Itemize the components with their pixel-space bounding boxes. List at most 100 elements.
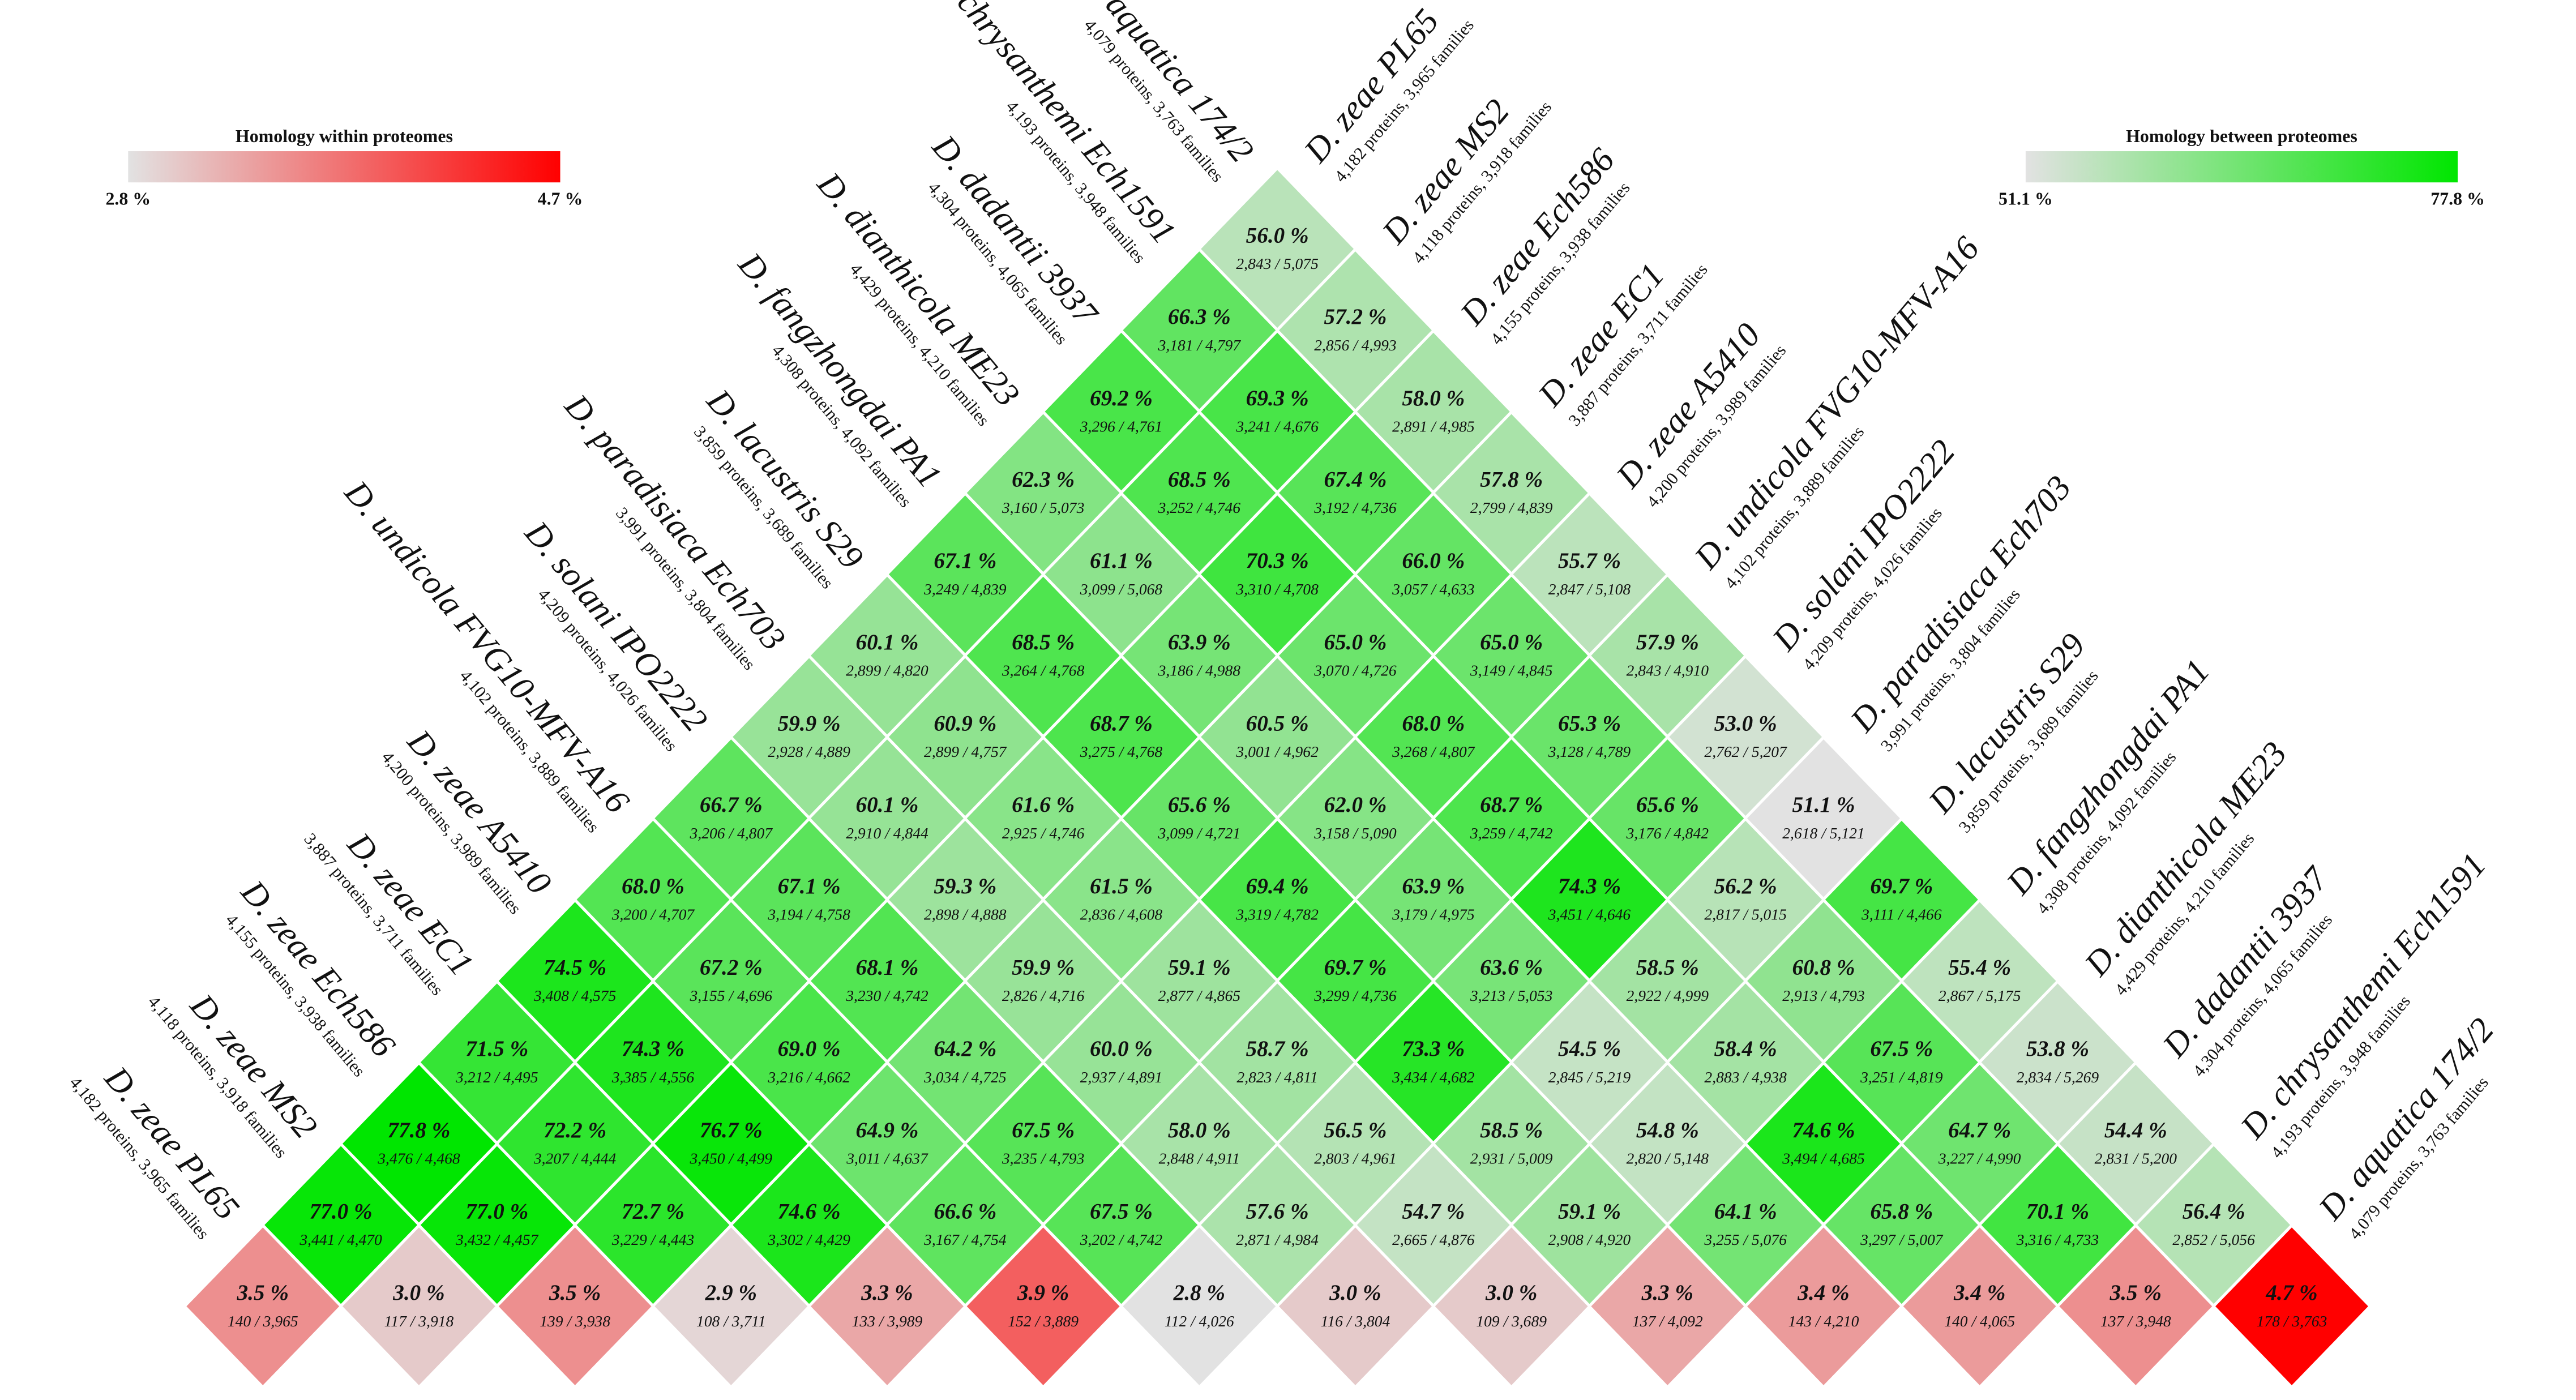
cell-count-label: 2,913 / 4,793 xyxy=(1782,987,1864,1004)
cell-value-label: 54.7 % xyxy=(1402,1200,1465,1224)
cell-count-label: 3,216 / 4,662 xyxy=(767,1068,850,1086)
cell-value-label: 60.5 % xyxy=(1246,711,1309,735)
heatmap-cell xyxy=(1591,739,1744,897)
cell-count-label: 3,099 / 5,068 xyxy=(1080,580,1163,598)
cell-count-label: 2,937 / 4,891 xyxy=(1080,1068,1162,1086)
cell-count-label: 117 / 3,918 xyxy=(384,1312,454,1330)
legend-gradient xyxy=(128,151,560,183)
cell-value-label: 3.9 % xyxy=(1017,1281,1069,1305)
cell-value-label: 60.1 % xyxy=(856,630,919,654)
cell-count-label: 3,149 / 4,845 xyxy=(1470,661,1552,679)
cell-count-label: 2,826 / 4,716 xyxy=(1002,987,1085,1004)
cell-value-label: 68.5 % xyxy=(1168,467,1231,491)
cell-value-label: 58.5 % xyxy=(1636,956,1699,980)
cell-count-label: 3,255 / 5,076 xyxy=(1704,1231,1787,1248)
cell-value-label: 58.5 % xyxy=(1480,1118,1543,1142)
cell-value-label: 59.9 % xyxy=(1012,956,1075,980)
cell-value-label: 69.4 % xyxy=(1246,874,1309,898)
cell-value-label: 64.9 % xyxy=(856,1118,919,1142)
heatmap-cell xyxy=(1825,820,1978,979)
heatmap-cell xyxy=(1201,820,1354,979)
cell-count-label: 3,057 / 4,633 xyxy=(1392,580,1474,598)
cell-value-label: 3.3 % xyxy=(1641,1281,1693,1305)
heatmap-cell xyxy=(1669,983,1822,1141)
heatmap-cell xyxy=(576,983,730,1141)
heatmap-cell xyxy=(1669,658,1822,816)
heatmap-cell xyxy=(888,495,1042,653)
cell-value-label: 51.1 % xyxy=(1792,793,1855,817)
heatmap-cell xyxy=(498,902,652,1060)
cell-value-label: 58.4 % xyxy=(1714,1037,1777,1061)
cell-count-label: 143 / 4,210 xyxy=(1788,1312,1859,1330)
cell-value-label: 68.1 % xyxy=(856,956,919,980)
cell-value-label: 60.8 % xyxy=(1792,956,1855,980)
heatmap-cell xyxy=(1045,495,1198,653)
heatmap-cell xyxy=(1357,983,1510,1141)
cell-value-label: 69.0 % xyxy=(778,1037,841,1061)
cell-count-label: 2,883 / 4,938 xyxy=(1704,1068,1787,1086)
heatmap-cell xyxy=(1591,1227,1744,1385)
cell-value-label: 61.5 % xyxy=(1090,874,1153,898)
heatmap-cell xyxy=(1747,902,1900,1060)
cell-count-label: 2,803 / 4,961 xyxy=(1314,1150,1396,1167)
cell-count-label: 2,845 / 5,219 xyxy=(1548,1068,1631,1086)
cell-value-label: 67.5 % xyxy=(1012,1118,1075,1142)
heatmap-cell xyxy=(1903,1064,2056,1223)
heatmap-cell xyxy=(1279,739,1432,897)
cell-value-label: 65.6 % xyxy=(1168,793,1231,817)
cell-value-label: 74.3 % xyxy=(1558,874,1621,898)
cell-value-label: 63.9 % xyxy=(1168,630,1231,654)
heatmap-cell xyxy=(1669,820,1822,979)
cell-value-label: 65.0 % xyxy=(1324,630,1387,654)
cell-count-label: 178 / 3,763 xyxy=(2257,1312,2327,1330)
cell-count-label: 2,834 / 5,269 xyxy=(2017,1068,2099,1086)
heatmap-cell xyxy=(888,983,1042,1141)
cell-count-label: 3,319 / 4,782 xyxy=(1235,906,1319,923)
heatmap-cell xyxy=(888,658,1042,816)
cell-count-label: 137 / 4,092 xyxy=(1632,1312,1703,1330)
cell-value-label: 59.3 % xyxy=(934,874,996,898)
cell-value-label: 3.4 % xyxy=(1953,1281,2005,1305)
heatmap-cell xyxy=(1357,658,1510,816)
cell-value-label: 74.5 % xyxy=(544,956,606,980)
heatmap-cell xyxy=(966,1227,1120,1385)
cell-count-label: 3,186 / 4,988 xyxy=(1158,661,1241,679)
heatmap-cell xyxy=(1435,414,1588,572)
cell-value-label: 67.1 % xyxy=(778,874,841,898)
cell-count-label: 3,264 / 4,768 xyxy=(1002,661,1085,679)
cell-count-label: 2,820 / 5,148 xyxy=(1627,1150,1709,1167)
cell-value-label: 65.3 % xyxy=(1558,711,1621,735)
cell-value-label: 59.1 % xyxy=(1558,1200,1621,1224)
cell-count-label: 3,432 / 4,457 xyxy=(455,1231,539,1248)
cell-count-label: 3,235 / 4,793 xyxy=(1002,1150,1084,1167)
cell-value-label: 56.0 % xyxy=(1246,223,1309,247)
cell-value-label: 3.5 % xyxy=(2109,1281,2162,1305)
legend-max-label: 4.7 % xyxy=(538,189,583,208)
cell-value-label: 67.2 % xyxy=(700,956,763,980)
cell-count-label: 2,823 / 4,811 xyxy=(1236,1068,1317,1086)
heatmap-cell xyxy=(1513,495,1666,653)
heatmap-cell xyxy=(1825,983,1978,1141)
cell-count-label: 3,385 / 4,556 xyxy=(611,1068,695,1086)
cell-value-label: 54.4 % xyxy=(2104,1118,2167,1142)
heatmap-cell xyxy=(1513,658,1666,816)
cell-value-label: 74.6 % xyxy=(1792,1118,1855,1142)
cell-value-label: 57.8 % xyxy=(1480,467,1543,491)
cell-count-label: 3,160 / 5,073 xyxy=(1002,499,1084,516)
cell-count-label: 2,665 / 4,876 xyxy=(1392,1231,1475,1248)
cell-value-label: 77.0 % xyxy=(465,1200,528,1224)
cell-count-label: 109 / 3,689 xyxy=(1476,1312,1547,1330)
cell-count-label: 3,194 / 4,758 xyxy=(767,906,850,923)
cell-value-label: 66.0 % xyxy=(1402,549,1465,573)
heatmap-cell xyxy=(1591,902,1744,1060)
cell-count-label: 140 / 4,065 xyxy=(1944,1312,2015,1330)
cell-count-label: 3,230 / 4,742 xyxy=(845,987,928,1004)
cell-value-label: 66.3 % xyxy=(1168,305,1231,329)
heatmap-cell xyxy=(811,902,964,1060)
heatmap-cell xyxy=(1201,658,1354,816)
cell-value-label: 57.6 % xyxy=(1246,1200,1309,1224)
cell-value-label: 2.8 % xyxy=(1173,1281,1225,1305)
cell-count-label: 108 / 3,711 xyxy=(696,1312,766,1330)
heatmap-cell xyxy=(2059,1227,2213,1385)
cell-count-label: 2,843 / 5,075 xyxy=(1236,255,1318,272)
